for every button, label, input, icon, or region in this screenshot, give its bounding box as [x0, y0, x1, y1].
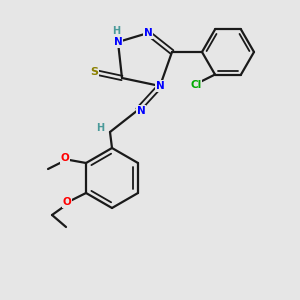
Text: Cl: Cl [190, 80, 202, 90]
Text: O: O [63, 197, 71, 207]
Text: S: S [90, 67, 98, 77]
Text: N: N [136, 106, 146, 116]
Text: N: N [156, 81, 164, 91]
Text: O: O [61, 153, 69, 163]
Text: N: N [114, 37, 122, 47]
Text: H: H [96, 123, 104, 133]
Text: N: N [144, 28, 152, 38]
Text: H: H [112, 26, 120, 36]
